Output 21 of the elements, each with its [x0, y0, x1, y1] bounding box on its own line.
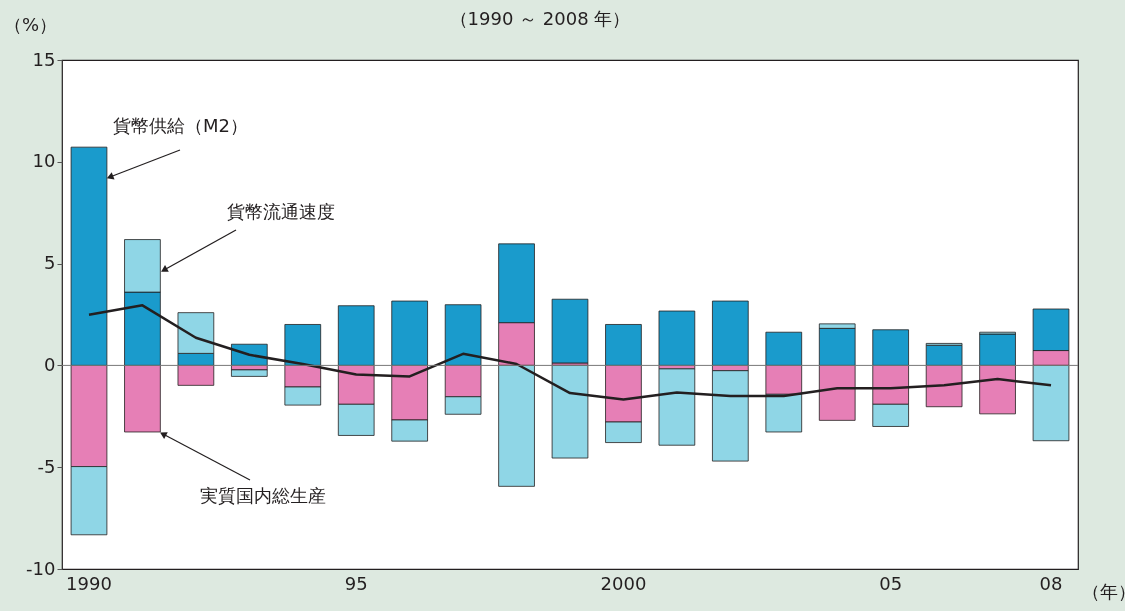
y-tick-label: 5	[44, 252, 56, 274]
x-tick-label: 08	[1039, 572, 1063, 594]
x-axis-title: （年）	[1082, 581, 1125, 602]
x-tick-label: 1990	[66, 572, 112, 594]
bar	[712, 300, 749, 366]
text: 貨幣流通速度	[227, 201, 335, 222]
x-tick-label: 05	[879, 572, 903, 594]
y-axis-title: （%）	[4, 14, 58, 35]
x-tick-label: 95	[344, 572, 368, 594]
y-tick-label: 15	[32, 48, 56, 70]
y-tick-label: 10	[32, 150, 56, 172]
text: 実質国内総生産	[200, 485, 326, 506]
bar	[231, 369, 268, 377]
bar	[551, 298, 589, 364]
y-tick-label: -10	[26, 557, 56, 579]
series-label: 貨幣供給（M2）	[113, 115, 248, 136]
y-tick-label: -5	[37, 455, 56, 477]
y-tick-label: 0	[44, 353, 56, 375]
x-tick-label: 2000	[600, 572, 647, 594]
bar	[658, 310, 696, 366]
chart-title: （1990 ～ 2008 年）	[449, 8, 631, 29]
